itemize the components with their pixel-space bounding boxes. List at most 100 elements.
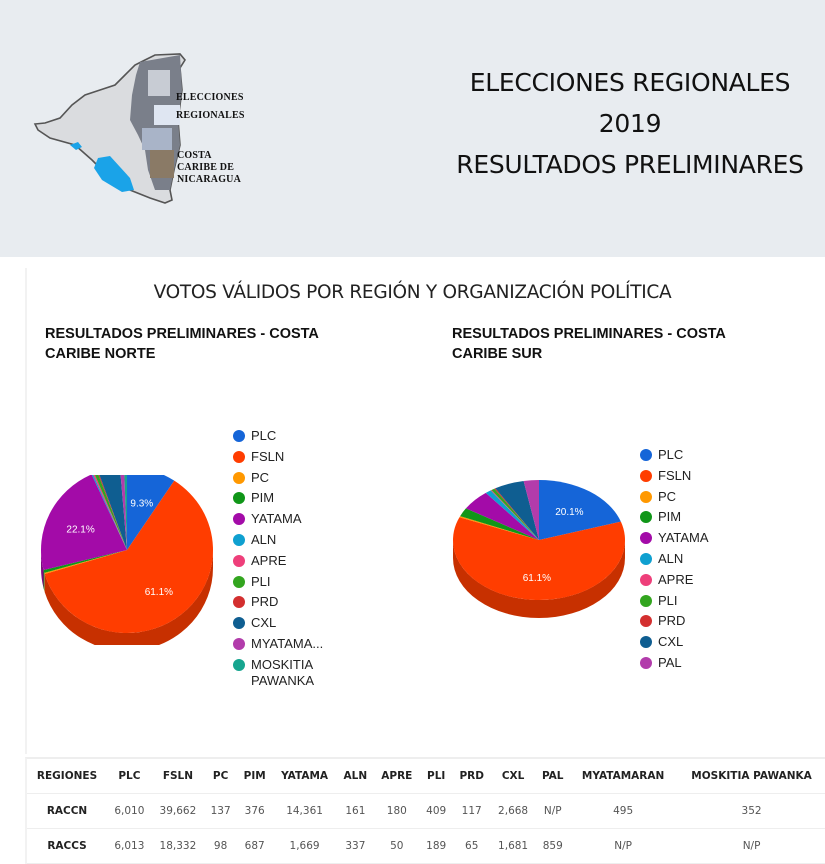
legend-label: MYATAMA...: [251, 636, 323, 652]
pie-label-yatama: 22.1%: [66, 524, 94, 535]
chart-title-norte-line1: RESULTADOS PRELIMINARES - COSTA: [45, 324, 345, 344]
vote-cell-fsln: 39,662: [152, 794, 204, 829]
vote-cell-plc: 6,010: [107, 794, 152, 829]
legend-swatch-icon: [233, 492, 245, 504]
legend-label: PLI: [251, 574, 271, 590]
legend-item-pim[interactable]: PIM: [233, 490, 323, 511]
legend-label: YATAMA: [658, 530, 709, 546]
legend-item-aln[interactable]: ALN: [233, 532, 323, 553]
column-header-myatamaran[interactable]: MYATAMARAN: [570, 759, 676, 794]
legend-swatch-icon: [640, 574, 652, 586]
column-header-moskitia-pawanka[interactable]: MOSKITIA PAWANKA: [676, 759, 825, 794]
logo-text-line3: COSTA: [177, 150, 212, 162]
legend-item-plc[interactable]: PLC: [640, 447, 709, 468]
column-header-cxl[interactable]: CXL: [491, 759, 536, 794]
logo-text-line5: NICARAGUA: [177, 174, 241, 186]
pie-side-pim: [44, 570, 45, 591]
vote-cell-apre: 180: [374, 794, 420, 829]
legend-item-pli[interactable]: PLI: [233, 574, 323, 595]
legend-label: PC: [658, 489, 676, 505]
legend-item-pc[interactable]: PC: [640, 489, 709, 510]
legend-item-yatama[interactable]: YATAMA: [640, 530, 709, 551]
column-header-pal[interactable]: PAL: [535, 759, 570, 794]
vote-cell-prd: 65: [453, 829, 491, 864]
pie-chart-norte[interactable]: 9.3%61.1%22.1%: [40, 475, 225, 645]
legend-swatch-icon: [233, 617, 245, 629]
vote-cell-myatamaran: N/P: [570, 829, 676, 864]
legend-item-pim[interactable]: PIM: [640, 509, 709, 530]
legend-item-apre[interactable]: APRE: [640, 572, 709, 593]
vote-cell-pim: 376: [237, 794, 272, 829]
column-header-fsln[interactable]: FSLN: [152, 759, 204, 794]
vote-cell-cxl: 1,681: [491, 829, 536, 864]
legend-item-cxl[interactable]: CXL: [640, 634, 709, 655]
legend-swatch-icon: [640, 449, 652, 461]
legend-swatch-icon: [640, 657, 652, 669]
legend-item-fsln[interactable]: FSLN: [640, 468, 709, 489]
vote-cell-pli: 409: [420, 794, 453, 829]
legend-label: PAL: [658, 655, 682, 671]
column-header-pim[interactable]: PIM: [237, 759, 272, 794]
legend-label: ALN: [251, 532, 276, 548]
logo-text-line2: REGIONALES: [176, 110, 245, 122]
legend-label: ALN: [658, 551, 683, 567]
legend-label: CXL: [251, 615, 276, 631]
vote-cell-aln: 337: [337, 829, 374, 864]
legend-item-yatama[interactable]: YATAMA: [233, 511, 323, 532]
legend-label: APRE: [658, 572, 693, 588]
legend-item-aln[interactable]: ALN: [640, 551, 709, 572]
legend-item-apre[interactable]: APRE: [233, 553, 323, 574]
legend-label: PLC: [251, 428, 276, 444]
legend-swatch-icon: [233, 472, 245, 484]
column-header-regiones[interactable]: REGIONES: [27, 759, 107, 794]
column-header-apre[interactable]: APRE: [374, 759, 420, 794]
legend-label: PLI: [658, 593, 678, 609]
legend-item-pal[interactable]: PAL: [640, 655, 709, 676]
page-title-line3: RESULTADOS PRELIMINARES: [430, 144, 825, 185]
page-title-line1: ELECCIONES REGIONALES: [430, 62, 825, 103]
chart-title-norte: RESULTADOS PRELIMINARES - COSTA CARIBE N…: [45, 324, 345, 364]
legend-item-pc[interactable]: PC: [233, 470, 323, 491]
pie-chart-sur[interactable]: 20.1%61.1%: [448, 475, 633, 645]
legend-swatch-icon: [233, 596, 245, 608]
column-header-pli[interactable]: PLI: [420, 759, 453, 794]
legend-item-pli[interactable]: PLI: [640, 593, 709, 614]
column-header-pc[interactable]: PC: [204, 759, 237, 794]
legend-item-cxl[interactable]: CXL: [233, 615, 323, 636]
legend-swatch-icon: [640, 511, 652, 523]
vote-cell-myatamaran: 495: [570, 794, 676, 829]
section-title: VOTOS VÁLIDOS POR REGIÓN Y ORGANIZACIÓN …: [0, 282, 825, 303]
legend-swatch-icon: [233, 576, 245, 588]
vote-cell-cxl: 2,668: [491, 794, 536, 829]
column-header-prd[interactable]: PRD: [453, 759, 491, 794]
vote-cell-pc: 137: [204, 794, 237, 829]
column-header-plc[interactable]: PLC: [107, 759, 152, 794]
column-header-yatama[interactable]: YATAMA: [272, 759, 336, 794]
legend-item-fsln[interactable]: FSLN: [233, 449, 323, 470]
legend-item-prd[interactable]: PRD: [640, 613, 709, 634]
column-header-aln[interactable]: ALN: [337, 759, 374, 794]
vote-cell-moskitia-pawanka: 352: [676, 794, 825, 829]
legend-label: FSLN: [251, 449, 284, 465]
legend-label: PRD: [658, 613, 685, 629]
legend-label: APRE: [251, 553, 286, 569]
vote-cell-yatama: 14,361: [272, 794, 336, 829]
chart-title-sur-line2: CARIBE SUR: [452, 344, 752, 364]
region-cell: RACCN: [27, 794, 107, 829]
legend-item-prd[interactable]: PRD: [233, 594, 323, 615]
vote-cell-prd: 117: [453, 794, 491, 829]
legend-label: FSLN: [658, 468, 691, 484]
legend-item-plc[interactable]: PLC: [233, 428, 323, 449]
nicaragua-map-icon: [30, 50, 260, 210]
vote-cell-pc: 98: [204, 829, 237, 864]
legend-label: CXL: [658, 634, 683, 650]
legend-swatch-icon: [640, 470, 652, 482]
page-title-line2: 2019: [430, 103, 825, 144]
legend-swatch-icon: [233, 534, 245, 546]
legend-item-myatamaran[interactable]: MYATAMA...: [233, 636, 323, 657]
vote-cell-yatama: 1,669: [272, 829, 336, 864]
